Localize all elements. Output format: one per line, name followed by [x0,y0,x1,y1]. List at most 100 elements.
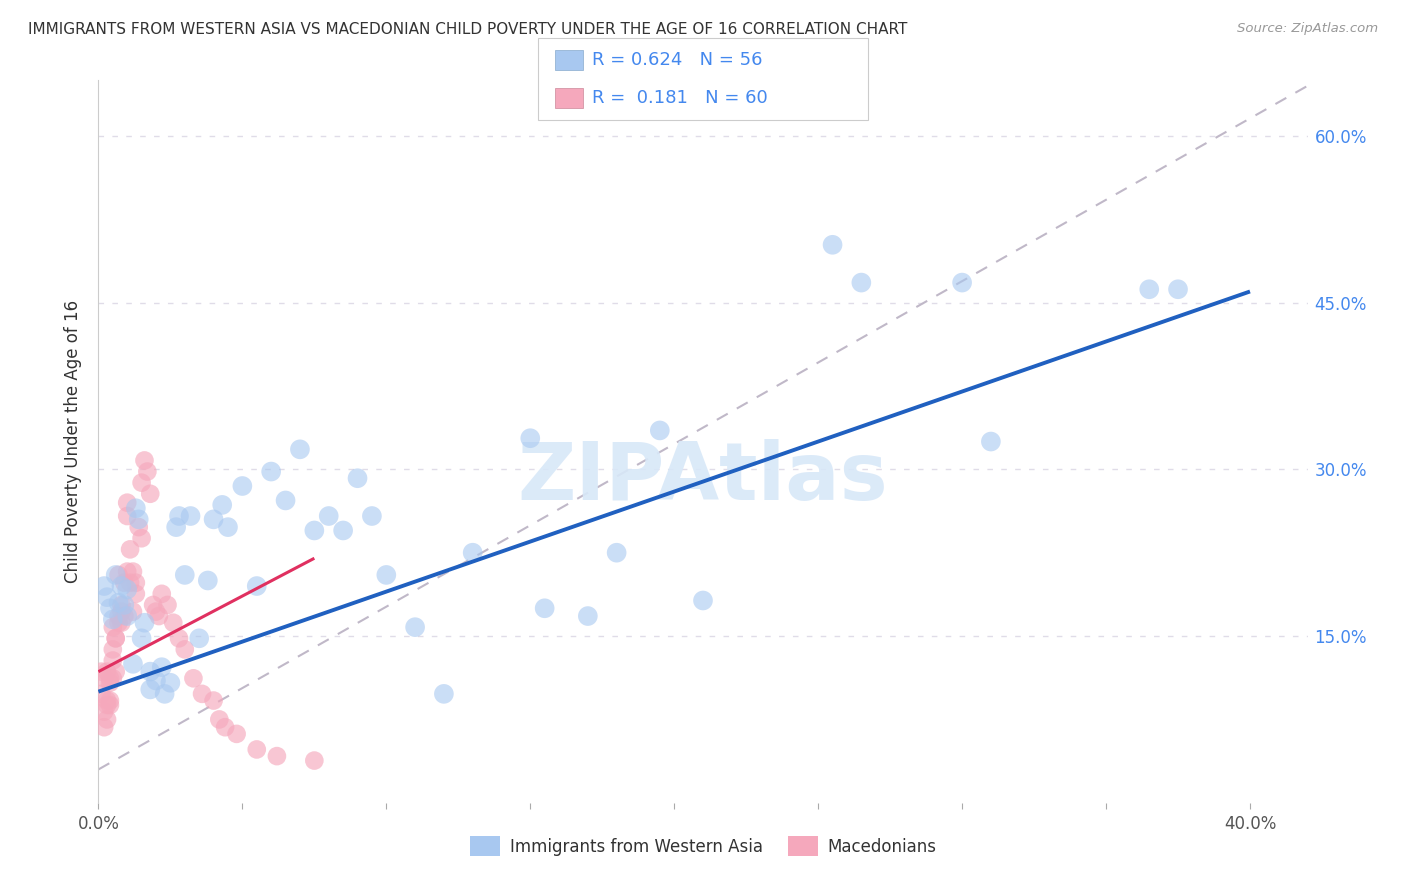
Point [173,568,195,582]
Point [96,698,118,712]
Point [107,596,129,610]
Point [101,612,124,626]
Point [576,609,599,624]
Point [98,601,121,615]
Point [208,713,231,727]
Point [125,575,148,590]
Point [110,615,132,630]
Point [90,687,112,701]
Point [648,424,671,438]
Point [188,632,211,646]
Point [122,657,145,671]
Point [197,574,219,588]
Point [96,713,118,727]
Point [101,620,124,634]
Point [159,675,181,690]
Point [101,671,124,685]
Point [112,598,135,612]
Point [375,568,398,582]
Point [153,687,176,701]
Text: IMMIGRANTS FROM WESTERN ASIA VS MACEDONIAN CHILD POVERTY UNDER THE AGE OF 16 COR: IMMIGRANTS FROM WESTERN ASIA VS MACEDONI… [28,22,907,37]
Point [131,531,153,545]
Point [110,579,132,593]
Point [214,720,236,734]
Point [318,508,340,523]
Point [107,609,129,624]
Point [202,512,225,526]
Point [115,508,138,523]
Point [191,687,214,701]
Point [139,682,162,697]
Point [950,276,973,290]
Point [110,598,132,612]
Point [1167,282,1189,296]
Point [217,520,239,534]
Point [211,498,233,512]
Point [404,620,426,634]
Point [93,705,115,719]
Point [120,575,142,590]
Legend: Immigrants from Western Asia, Macedonians: Immigrants from Western Asia, Macedonian… [463,830,943,863]
Point [112,609,135,624]
Point [519,431,541,445]
Point [104,632,127,646]
Point [533,601,555,615]
Point [115,565,138,579]
Point [125,501,148,516]
Point [107,615,129,630]
Point [162,615,184,630]
Point [93,671,115,685]
Point [692,593,714,607]
Point [110,605,132,619]
Point [96,590,118,604]
Point [120,542,142,557]
Point [128,520,150,534]
Point [231,479,253,493]
Point [148,609,170,624]
Point [96,693,118,707]
Point [980,434,1002,449]
Point [90,665,112,679]
Point [128,512,150,526]
Point [167,632,190,646]
Point [304,524,326,538]
Text: ZIPAtlas: ZIPAtlas [517,439,889,516]
Point [136,465,159,479]
Point [246,579,269,593]
Point [98,675,121,690]
Point [332,524,354,538]
Point [112,575,135,590]
Point [131,475,153,490]
Point [183,671,205,685]
Point [433,687,456,701]
Point [150,660,173,674]
Point [165,520,187,534]
Point [134,615,156,630]
Point [145,673,167,688]
Text: Source: ZipAtlas.com: Source: ZipAtlas.com [1237,22,1378,36]
Point [246,742,269,756]
Point [98,693,121,707]
Point [139,665,162,679]
Point [131,632,153,646]
Point [1137,282,1160,296]
Point [96,665,118,679]
Point [93,579,115,593]
Point [101,653,124,667]
Point [851,276,873,290]
Point [134,453,156,467]
Point [304,754,326,768]
Point [266,749,288,764]
Point [288,442,311,457]
Point [346,471,368,485]
Point [122,605,145,619]
Point [115,582,138,597]
Point [173,642,195,657]
Y-axis label: Child Poverty Under the Age of 16: Child Poverty Under the Age of 16 [65,300,83,583]
Point [98,671,121,685]
Point [180,508,202,523]
Point [107,568,129,582]
Point [93,720,115,734]
Point [145,605,167,619]
Point [202,693,225,707]
